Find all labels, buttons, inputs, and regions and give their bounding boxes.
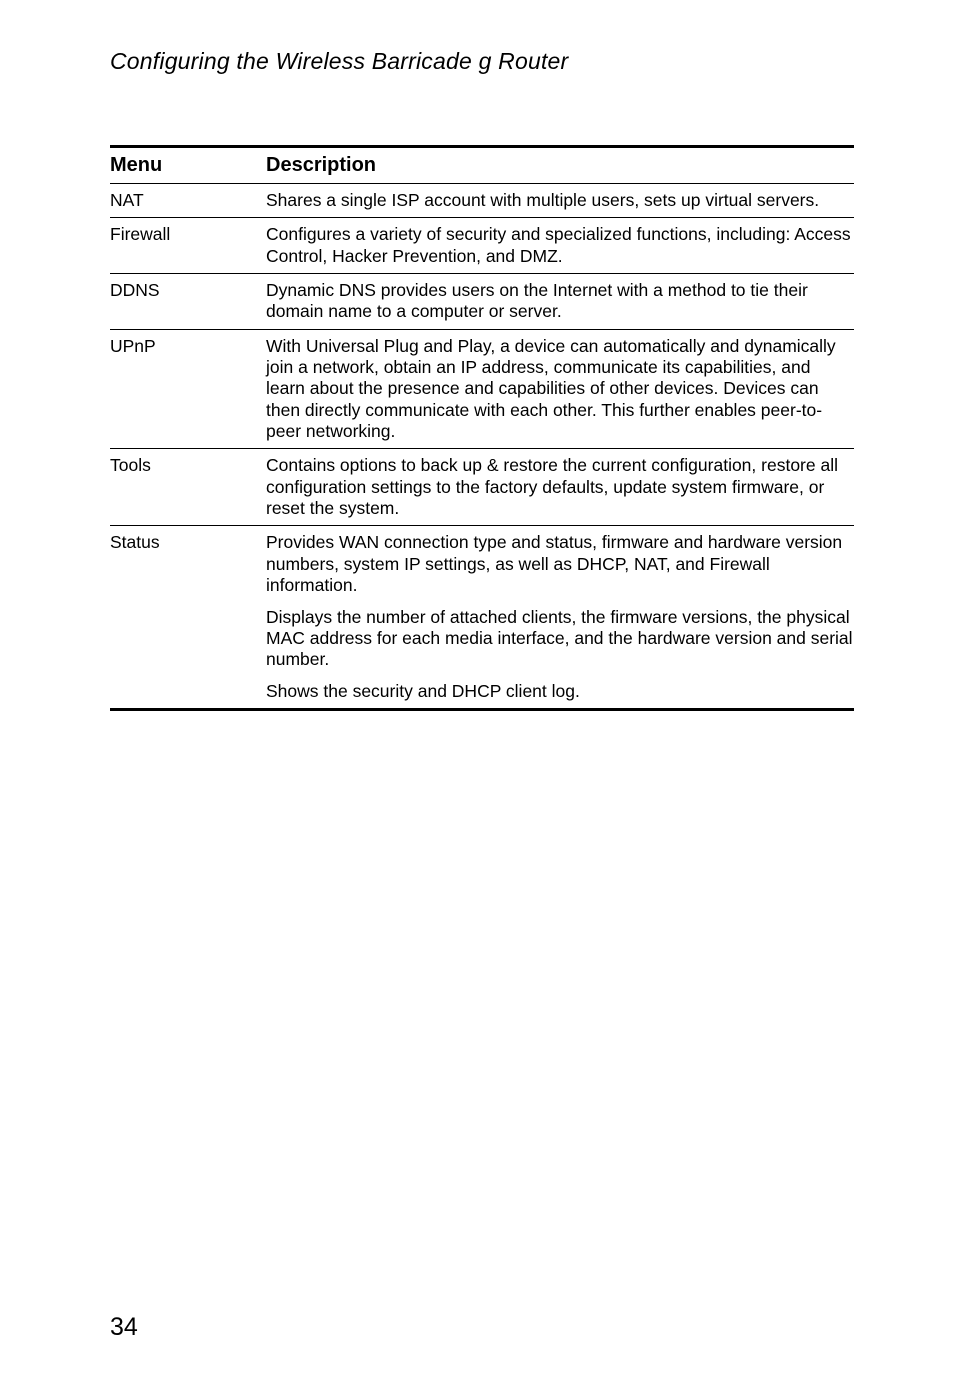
table-row: Firewall Configures a variety of securit… <box>110 218 854 274</box>
header-description: Description <box>266 147 854 184</box>
cell-menu: Tools <box>110 449 266 526</box>
table-row: Tools Contains options to back up & rest… <box>110 449 854 526</box>
table-row: Status Provides WAN connection type and … <box>110 526 854 709</box>
header-menu: Menu <box>110 147 266 184</box>
cell-description: With Universal Plug and Play, a device c… <box>266 329 854 449</box>
cell-menu: Status <box>110 526 266 709</box>
desc-paragraph: Shares a single ISP account with multipl… <box>266 190 854 211</box>
cell-description: Contains options to back up & restore th… <box>266 449 854 526</box>
table-row: DDNS Dynamic DNS provides users on the I… <box>110 274 854 330</box>
document-page: Configuring the Wireless Barricade g Rou… <box>0 0 954 1388</box>
table-row: NAT Shares a single ISP account with mul… <box>110 184 854 218</box>
cell-menu: UPnP <box>110 329 266 449</box>
cell-description: Dynamic DNS provides users on the Intern… <box>266 274 854 330</box>
cell-description: Configures a variety of security and spe… <box>266 218 854 274</box>
desc-paragraph: Dynamic DNS provides users on the Intern… <box>266 280 854 323</box>
table-header-row: Menu Description <box>110 147 854 184</box>
menu-description-table: Menu Description NAT Shares a single ISP… <box>110 145 854 711</box>
table-body: NAT Shares a single ISP account with mul… <box>110 184 854 710</box>
cell-description: Provides WAN connection type and status,… <box>266 526 854 709</box>
table-row: UPnP With Universal Plug and Play, a dev… <box>110 329 854 449</box>
cell-description: Shares a single ISP account with multipl… <box>266 184 854 218</box>
cell-menu: DDNS <box>110 274 266 330</box>
page-number: 34 <box>110 1313 138 1342</box>
desc-paragraph: Displays the number of attached clients,… <box>266 607 854 671</box>
desc-paragraph: With Universal Plug and Play, a device c… <box>266 336 854 443</box>
desc-paragraph: Provides WAN connection type and status,… <box>266 532 854 596</box>
desc-paragraph: Contains options to back up & restore th… <box>266 455 854 519</box>
cell-menu: Firewall <box>110 218 266 274</box>
cell-menu: NAT <box>110 184 266 218</box>
desc-paragraph: Shows the security and DHCP client log. <box>266 681 854 702</box>
running-title: Configuring the Wireless Barricade g Rou… <box>110 48 854 75</box>
desc-paragraph: Configures a variety of security and spe… <box>266 224 854 267</box>
